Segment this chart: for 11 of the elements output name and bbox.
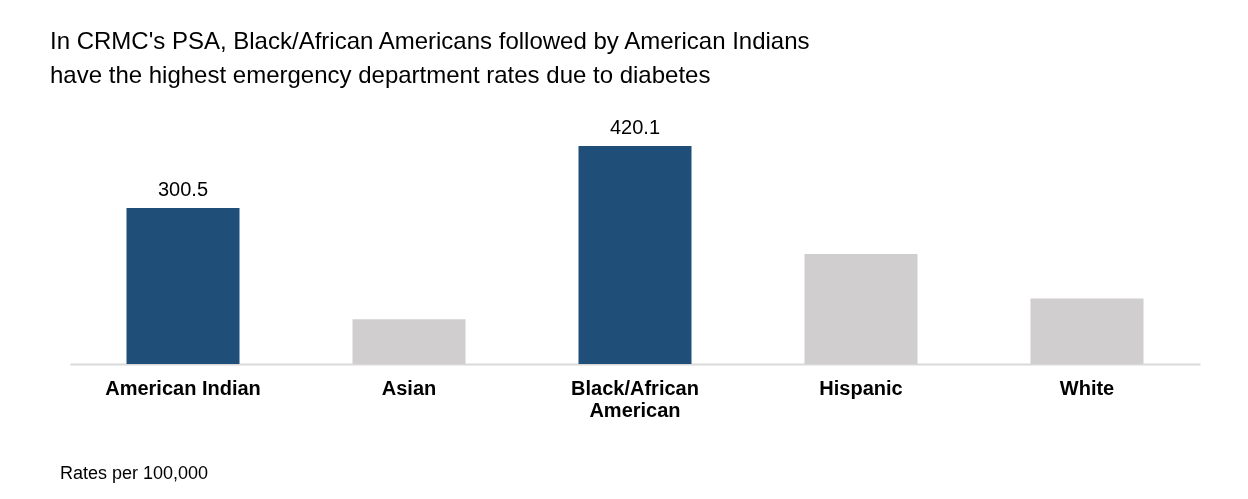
data-label: 420.1: [609, 116, 661, 138]
x-tick-label: White: [1059, 376, 1115, 399]
x-tick-label: American Indian: [105, 376, 261, 399]
bar: [578, 146, 692, 364]
x-tick-label: Hispanic: [819, 376, 903, 399]
text: Rates per 100,000: [60, 463, 209, 483]
bar: [126, 208, 240, 364]
data-label: 300.5: [157, 178, 209, 201]
x-tick-label: Asian: [381, 376, 437, 399]
chart-title: In CRMC's PSA, Black/African Americans followed by American Indians have the highest emergency department rates due to diabetes: [50, 27, 810, 88]
x-tick-label: Black/African American: [571, 376, 699, 421]
